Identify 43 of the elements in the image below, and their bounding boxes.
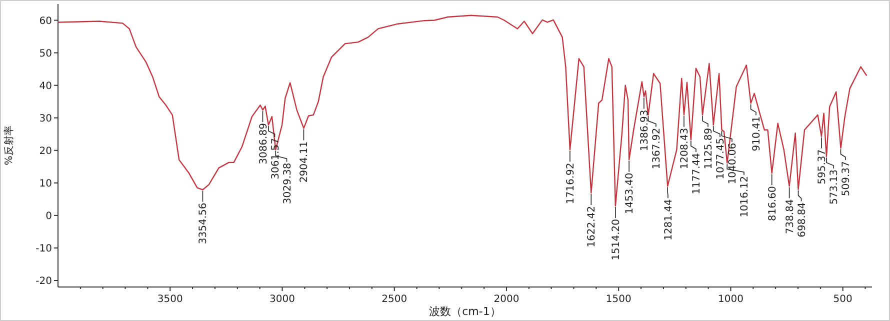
annotation: 738.84 xyxy=(784,199,796,234)
annotation: 1514.20 xyxy=(610,219,622,260)
y-axis-title: %反射率 xyxy=(3,126,15,166)
y-tick-label: 20 xyxy=(39,146,52,157)
annotation: 1453.40 xyxy=(624,172,636,214)
annotation: 1716.92 xyxy=(565,162,576,204)
annotation: 1367.92 xyxy=(651,128,662,170)
annotation: 573.13 xyxy=(828,170,840,205)
annotation: 1077.45 xyxy=(715,138,726,180)
annotation: 816.60 xyxy=(767,186,778,222)
x-tick-label: 500 xyxy=(833,294,852,305)
annotation: 1177.44 xyxy=(691,152,702,194)
annotation: 1016.12 xyxy=(739,176,750,218)
y-tick-label: 40 xyxy=(39,80,52,92)
annotation: 1208.43 xyxy=(679,128,690,170)
y-tick-label: -20 xyxy=(36,276,52,287)
x-tick-label: 2000 xyxy=(494,294,520,305)
x-tick-label: 1000 xyxy=(718,294,744,305)
y-tick-label: 30 xyxy=(39,113,52,124)
annotation: 698.84 xyxy=(796,202,808,238)
y-tick-label: 50 xyxy=(39,48,52,60)
annotation: 3086.89 xyxy=(258,123,270,164)
annotation: 1125.89 xyxy=(703,128,714,170)
annotation: 509.37 xyxy=(840,161,852,196)
annotation: 1281.44 xyxy=(663,199,674,241)
annotation: 1622.42 xyxy=(586,206,598,248)
annotation: 3061.57 xyxy=(270,138,282,180)
y-tick-label: -10 xyxy=(36,243,52,254)
y-tick-label: 60 xyxy=(39,16,52,27)
x-tick-label: 3500 xyxy=(157,294,183,305)
y-tick-label: 10 xyxy=(39,178,52,190)
annotation: 910.41 xyxy=(751,116,762,152)
annotation: 3029.38 xyxy=(282,162,294,204)
annotation: 1386.93 xyxy=(639,110,650,152)
x-axis-title: 波数（cm-1） xyxy=(429,305,501,318)
annotation: 1040.06 xyxy=(727,142,738,184)
y-tick-label: 0 xyxy=(46,210,52,222)
annotation: 2904.11 xyxy=(299,141,310,183)
annotation: 595.37 xyxy=(816,149,828,184)
x-tick-label: 2500 xyxy=(382,294,408,305)
annotation: 3354.56 xyxy=(198,202,210,244)
x-tick-label: 1500 xyxy=(606,294,632,305)
x-tick-label: 3000 xyxy=(270,294,295,305)
